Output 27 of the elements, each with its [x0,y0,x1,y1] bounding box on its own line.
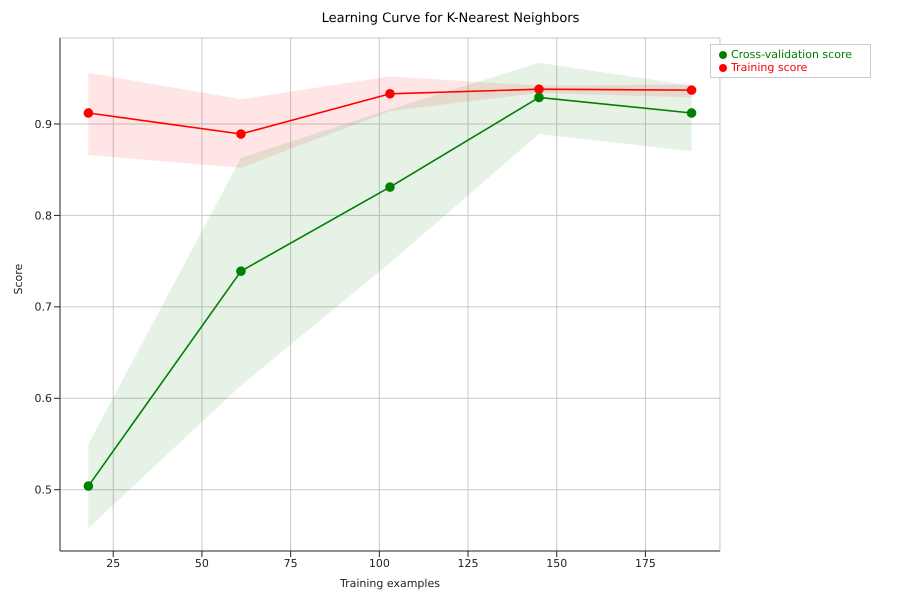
y-tick-label: 0.7 [34,300,52,314]
y-tick-label: 0.9 [34,118,52,131]
y-tick-label: 0.6 [34,392,52,406]
point [686,85,696,95]
x-tick-label: 75 [284,556,298,570]
y-tick-label: 0.5 [34,484,52,497]
x-tick-label: 25 [106,556,120,570]
x-tick-label: 100 [368,556,390,570]
x-axis-title: Training examples [338,577,440,590]
point [84,108,94,118]
point [236,129,246,139]
point [385,182,395,192]
x-tick-label: 150 [546,556,568,570]
point [84,481,94,491]
y-axis-title: Score [12,263,25,294]
x-tick-label: 175 [634,556,656,570]
point [686,108,696,118]
point [534,92,544,102]
chart-title: Learning Curve for K-Nearest Neighbors [320,10,580,28]
x-tick-label: 50 [194,556,209,570]
legend-label: Training score [730,61,808,74]
y-tick-label: 0.8 [34,209,52,222]
point [534,84,544,94]
point [236,266,246,276]
point [385,88,395,99]
x-tick-label: 125 [458,556,479,570]
legend-label: Cross-validation score [730,48,852,61]
